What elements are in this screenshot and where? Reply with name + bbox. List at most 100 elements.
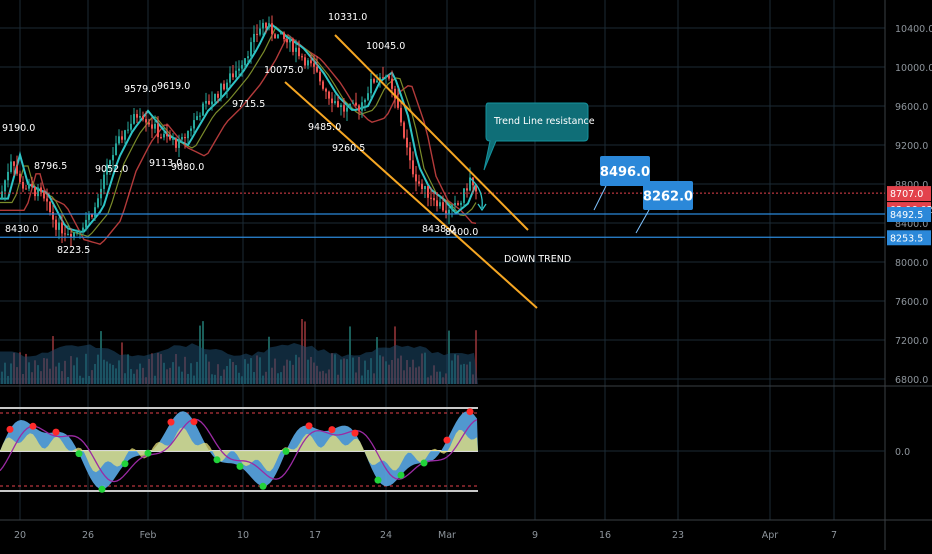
time-axis[interactable]: 20 26 Feb 10 17 24 Mar 9 16 23 Apr 7 xyxy=(14,530,837,541)
price-badge-box xyxy=(887,206,931,222)
candle-body xyxy=(181,137,183,140)
candle-body xyxy=(187,130,189,139)
candle-body xyxy=(265,22,267,28)
candle-body xyxy=(337,101,339,107)
osc-peak-dot xyxy=(466,408,474,416)
price-tick-label: 9600.0 xyxy=(895,102,928,113)
price-axis[interactable]: 10400.0 10000.0 9600.0 9200.0 8800.0 8400.0 80… xyxy=(887,24,932,458)
price-tick-label: 9200.0 xyxy=(895,141,928,152)
candle-body xyxy=(319,71,321,82)
candle-body xyxy=(250,42,252,57)
candle-body xyxy=(55,219,57,230)
target-badge-1: 8496.0 xyxy=(593,156,650,211)
price-tick-label: 8000.0 xyxy=(895,258,928,269)
candle-body xyxy=(415,174,417,182)
candle-body xyxy=(73,232,75,238)
price-label: 9260.5 xyxy=(332,143,365,154)
candle-body xyxy=(256,33,258,35)
osc-momentum-area xyxy=(0,427,478,473)
target-badge-2-pointer xyxy=(635,209,650,234)
candle-body xyxy=(325,88,327,92)
candle-body xyxy=(157,123,159,138)
candle-body xyxy=(103,174,105,189)
candle-body xyxy=(463,188,465,203)
callout-text: Trend Line resistance xyxy=(493,116,595,127)
candle-body xyxy=(106,164,108,175)
candle-body xyxy=(397,98,399,108)
osc-peak-dot xyxy=(351,429,359,437)
osc-peak-dot xyxy=(52,428,60,436)
price-badge-box xyxy=(887,230,931,246)
channel-upper-line xyxy=(334,34,529,231)
candle-body xyxy=(7,171,9,181)
candle-body xyxy=(409,147,411,161)
candle-body xyxy=(295,47,297,52)
candle-body xyxy=(442,202,444,211)
candle-body xyxy=(235,70,237,78)
price-tick-label: 6800.0 xyxy=(895,375,928,386)
candle-body xyxy=(25,188,27,190)
candle-body xyxy=(46,198,48,202)
target-badge-1-box xyxy=(600,156,650,186)
oscillator-layer xyxy=(0,407,885,493)
candle-body xyxy=(433,198,435,201)
candle-body xyxy=(79,230,81,233)
price-label: 9052.0 xyxy=(95,164,128,175)
volume-ma-band xyxy=(0,343,478,384)
candle-body xyxy=(376,80,378,83)
candle-body xyxy=(16,165,18,174)
candle-body xyxy=(34,186,36,197)
candle-body xyxy=(190,128,192,131)
candle-body xyxy=(244,58,246,66)
time-tick-label: 9 xyxy=(532,530,538,541)
target-badge-1-pointer xyxy=(593,185,607,211)
time-tick-label: 7 xyxy=(831,530,837,541)
candle-body xyxy=(229,73,231,83)
osc-trough-dot xyxy=(144,449,152,457)
candle-body xyxy=(364,99,366,103)
candle-body xyxy=(58,222,60,230)
candle-body xyxy=(133,114,135,124)
candle-body xyxy=(94,207,96,217)
candle-body xyxy=(70,233,72,238)
price-label: 10045.0 xyxy=(366,41,405,52)
price-label: 8438.0 xyxy=(422,224,455,235)
candle-body xyxy=(22,181,24,189)
time-tick-label: 24 xyxy=(380,530,392,541)
price-label: 9579.0 xyxy=(124,84,157,95)
candle-body xyxy=(268,23,270,28)
candle-body xyxy=(142,116,144,120)
target-badge-2: 8262.0 xyxy=(635,181,693,234)
projection-arrow-head xyxy=(477,203,487,212)
time-tick-label: 23 xyxy=(672,530,684,541)
callout-box xyxy=(483,102,589,171)
candle-body xyxy=(151,124,153,129)
time-tick-label: 10 xyxy=(237,530,249,541)
candle-body xyxy=(88,214,90,220)
candle-body xyxy=(346,107,348,112)
target-badge-1-text: 8496.0 xyxy=(600,165,650,180)
labels-layer: 10331.0 10045.0 10075.0 9715.5 9579.0 9619.0 9… xyxy=(2,12,478,256)
candle-body xyxy=(403,122,405,138)
price-tick-label: 8800.0 xyxy=(895,180,928,191)
candle-body xyxy=(85,219,87,228)
price-label: 8400.0 xyxy=(445,227,478,238)
candle-body xyxy=(430,197,432,199)
price-badge-label: 8492.5 xyxy=(890,210,923,221)
candle-body xyxy=(370,78,372,94)
time-tick-label: 20 xyxy=(14,530,26,541)
osc-peak-dot xyxy=(443,436,451,444)
candle-body xyxy=(289,38,291,43)
candle-body xyxy=(49,201,51,213)
candle-body xyxy=(466,188,468,191)
trend-callout: Trend Line resistance xyxy=(483,102,595,171)
candle-body xyxy=(388,75,390,79)
candle-body xyxy=(367,93,369,100)
candle-body xyxy=(292,38,294,52)
candle-body xyxy=(298,47,300,57)
candle-body xyxy=(406,137,408,148)
candle-body xyxy=(400,107,402,123)
price-tick-label: 8400.0 xyxy=(895,219,928,230)
